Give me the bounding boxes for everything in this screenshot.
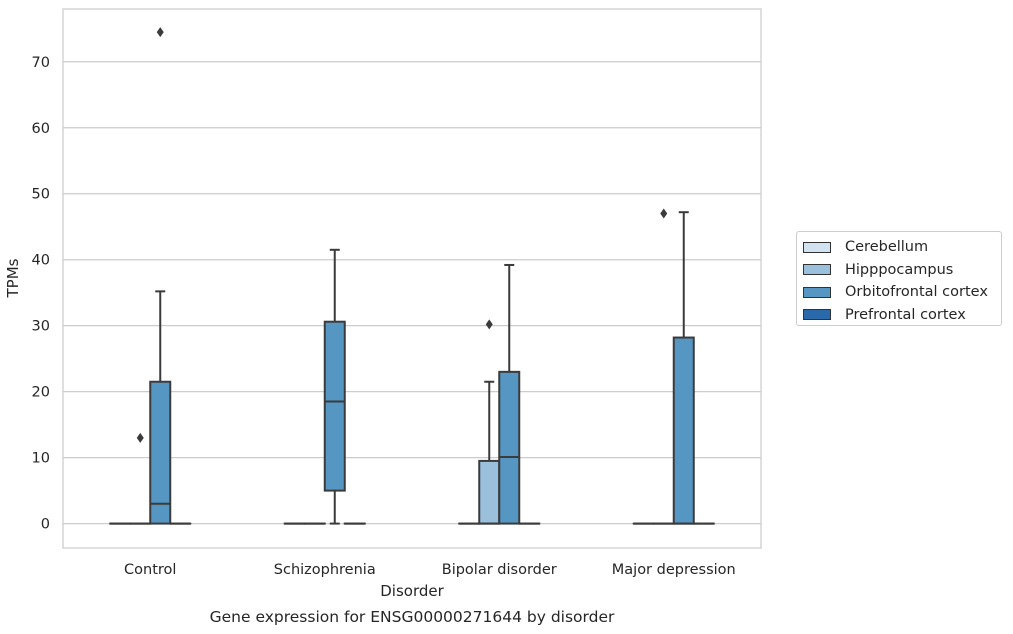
box-group: [129, 432, 152, 525]
legend-swatch-cerebellum: [803, 241, 831, 253]
box-group: [149, 27, 172, 525]
y-tick-label: 50: [32, 187, 50, 203]
grid-lines: [63, 61, 761, 525]
y-tick-label: 40: [32, 253, 50, 269]
x-axis-label: Disorder: [380, 582, 444, 600]
x-tick-label: Schizophrenia: [274, 562, 376, 578]
x-tick-label: Control: [124, 562, 176, 578]
legend-swatch-orbitofrontal-cortex: [803, 286, 831, 298]
outlier-point: [156, 27, 164, 38]
outlier-point: [660, 208, 668, 219]
plot-frame: [62, 8, 762, 549]
box: [149, 380, 172, 525]
box: [498, 370, 521, 525]
x-tick-labels: Control Schizophrenia Bipolar disorder Majo…: [124, 562, 736, 578]
box-group: [652, 208, 675, 525]
box: [323, 320, 346, 492]
y-tick-labels: 0 10 20 30 40 50 60 70: [32, 55, 50, 533]
legend-swatch-prefrontal-cortex: [803, 309, 831, 321]
y-tick-label: 70: [32, 55, 50, 71]
y-tick-label: 20: [32, 385, 50, 401]
x-tick-label: Major depression: [612, 562, 736, 578]
legend-label-cerebellum: Cerebellum: [845, 239, 929, 256]
x-tick-label: Bipolar disorder: [442, 562, 557, 578]
y-tick-label: 10: [32, 451, 50, 467]
box-group: [323, 248, 346, 525]
legend-label-hippocampus: Hipppocampus: [845, 261, 954, 278]
y-tick-label: 30: [32, 319, 50, 335]
box-group: [672, 211, 695, 525]
box-marks: [109, 27, 715, 525]
box: [478, 459, 501, 525]
legend: Cerebellum Hipppocampus Orbitofrontal co…: [796, 231, 1002, 326]
y-tick-label: 60: [32, 121, 50, 137]
legend-item-prefrontal-cortex: Prefrontal cortex: [797, 304, 1001, 327]
legend-swatch-hippocampus: [803, 264, 831, 276]
legend-item-cerebellum: Cerebellum: [797, 236, 1001, 259]
y-tick-label: 0: [41, 517, 50, 533]
y-axis-label: TPMs: [4, 258, 22, 298]
box-group: [498, 263, 521, 525]
outlier-point: [485, 319, 493, 330]
legend-item-orbitofrontal-cortex: Orbitofrontal cortex: [797, 281, 1001, 304]
legend-item-hippocampus: Hipppocampus: [797, 259, 1001, 282]
box: [672, 336, 695, 525]
outlier-point: [136, 432, 144, 443]
chart-title: Gene expression for ENSG00000271644 by d…: [210, 608, 615, 626]
legend-label-prefrontal-cortex: Prefrontal cortex: [845, 306, 966, 323]
legend-label-orbitofrontal-cortex: Orbitofrontal cortex: [845, 284, 988, 301]
box-group: [478, 319, 501, 525]
